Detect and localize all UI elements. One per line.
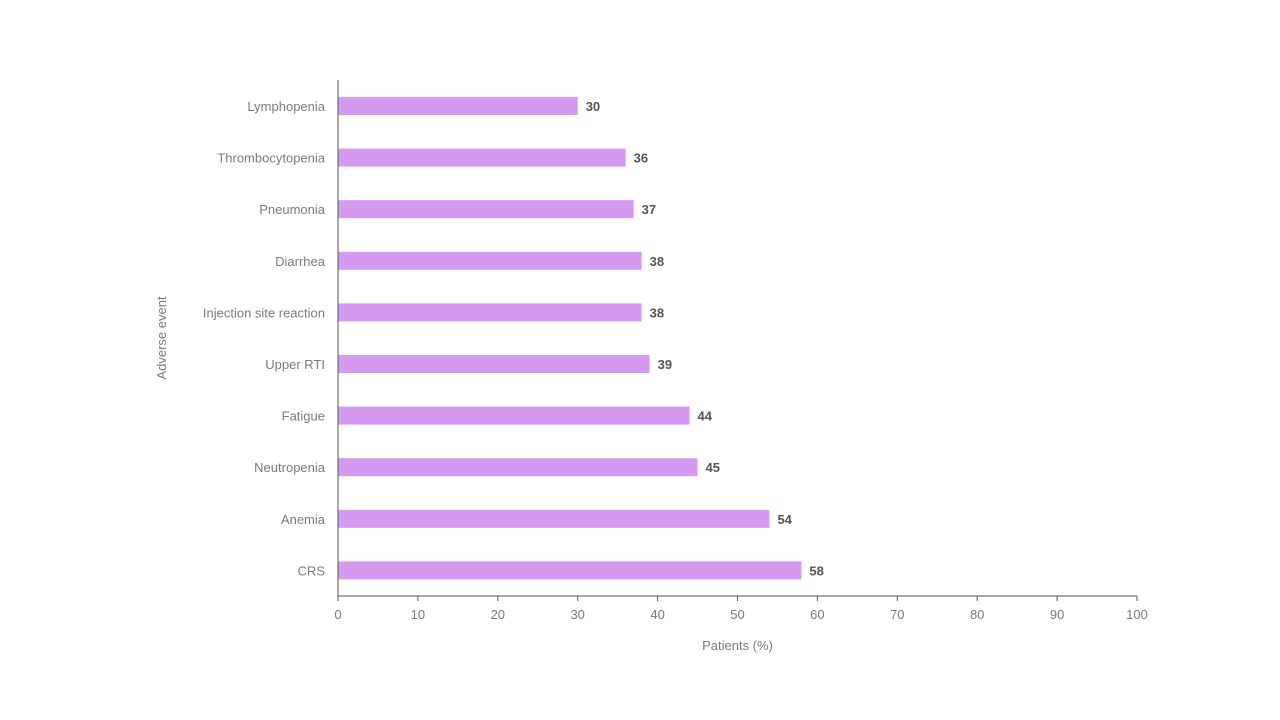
category-label: Thrombocytopenia [217, 151, 325, 166]
category-label: Diarrhea [275, 254, 326, 269]
category-label: Neutropenia [254, 460, 326, 475]
x-tick-label: 0 [334, 607, 341, 622]
data-labels: 30 36 37 38 38 39 44 45 54 58 [586, 99, 824, 578]
category-label: Lymphopenia [247, 99, 325, 114]
category-label: Pneumonia [259, 202, 326, 217]
bar-upper-rti [338, 355, 650, 373]
data-label: 54 [777, 512, 792, 527]
category-labels: Lymphopenia Thrombocytopenia Pneumonia Diar… [203, 99, 326, 578]
category-label: Anemia [281, 512, 326, 527]
x-tick-label: 90 [1050, 607, 1064, 622]
bar-pneumonia [338, 200, 634, 219]
bar-diarrhea [338, 251, 642, 270]
bar-anemia [338, 509, 770, 528]
y-axis-title: Adverse event [154, 296, 169, 379]
x-tick-label: 10 [411, 607, 425, 622]
data-label: 58 [809, 563, 823, 578]
x-axis-title: Patients (%) [702, 638, 773, 653]
bar-injection-site-reaction [338, 303, 642, 322]
x-tick-label: 40 [650, 607, 664, 622]
data-label: 38 [650, 254, 664, 269]
bars-group [338, 97, 802, 580]
category-label: Fatigue [282, 409, 325, 424]
data-label: 44 [698, 409, 713, 424]
data-label: 37 [642, 202, 656, 217]
x-tick-label: 80 [970, 607, 984, 622]
bar-crs [338, 561, 802, 580]
category-label: Upper RTI [265, 357, 325, 372]
bar-neutropenia [338, 458, 698, 477]
x-tick-label: 70 [890, 607, 904, 622]
data-label: 36 [634, 151, 648, 166]
x-tick-label: 30 [570, 607, 584, 622]
data-label: 45 [706, 460, 720, 475]
bar-lymphopenia [338, 97, 578, 115]
x-tick-label: 60 [810, 607, 824, 622]
bar-thrombocytopenia [338, 148, 626, 167]
bar-fatigue [338, 406, 690, 425]
data-label: 39 [658, 357, 672, 372]
x-tick-label: 50 [730, 607, 744, 622]
category-label: CRS [298, 563, 326, 578]
data-label: 38 [650, 305, 664, 320]
x-axis-ticks: 0 10 20 30 40 50 60 70 80 90 100 [334, 596, 1148, 622]
x-tick-label: 20 [491, 607, 505, 622]
data-label: 30 [586, 99, 600, 114]
category-label: Injection site reaction [203, 305, 325, 320]
x-tick-label: 100 [1126, 607, 1148, 622]
